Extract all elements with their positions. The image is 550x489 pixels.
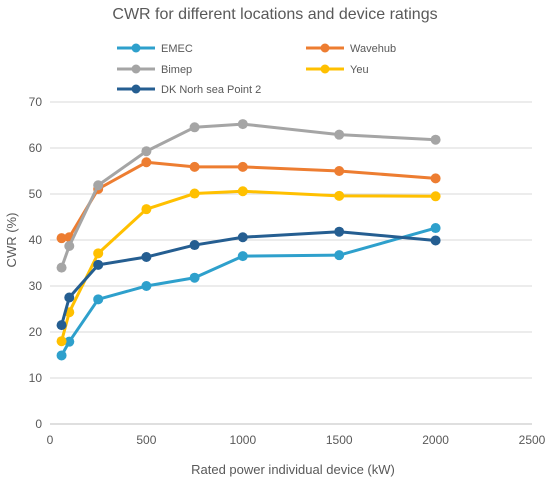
data-point [56,233,67,244]
y-tick-label: 50 [29,187,43,201]
legend-marker [131,84,141,94]
series-line [60,226,437,357]
data-point [141,252,152,263]
legend-marker [131,64,141,74]
y-tick-label: 60 [29,141,43,155]
data-point [64,240,75,251]
data-point [56,350,67,361]
x-axis-label: Rated power individual device (kW) [191,462,395,477]
data-point [334,190,345,201]
chart-title: CWR for different locations and device r… [112,6,437,23]
data-point [430,235,441,246]
legend-marker [131,43,141,53]
x-tick-label: 500 [136,433,156,447]
data-point [93,248,104,259]
y-tick-label: 20 [29,325,43,339]
series-line [60,122,436,269]
data-point [237,119,248,130]
data-point [237,186,248,197]
x-tick-label: 2000 [422,433,449,447]
data-point [430,134,441,145]
legend: EMEC Wavehub Bimep Yeu DK Norh sea Point 2 [117,43,396,96]
gridlines [50,101,532,425]
y-tick-label: 40 [29,233,43,247]
data-point [189,272,200,283]
data-point [189,161,200,172]
x-tick-label: 0 [47,433,54,447]
y-axis-label: CWR (%) [4,213,19,268]
data-point [93,259,104,270]
data-point [334,166,345,176]
data-point [141,281,152,291]
y-tick-label: 10 [29,371,43,385]
data-point [334,129,345,140]
legend-label: Bimep [161,64,192,76]
data-point [56,320,67,331]
data-point [56,262,67,273]
data-point [189,240,200,251]
series-line [60,189,436,342]
data-point [56,336,67,347]
axes: 0 10 20 30 40 50 60 70 0 500 1000 1500 2000 2500 [29,95,546,447]
data-point [237,232,248,243]
data-point [141,157,152,168]
data-point [64,336,75,347]
legend-label: Wavehub [350,43,396,55]
data-point [93,180,104,191]
series-line [61,160,436,240]
data-point [141,204,152,215]
y-tick-label: 0 [35,417,42,431]
data-point [237,161,248,172]
legend-label: Yeu [350,64,369,76]
legend-label: DK Norh sea Point 2 [161,84,261,96]
legend-marker [320,64,330,74]
x-tick-label: 1000 [229,433,256,447]
data-point [189,188,200,199]
data-point [430,191,441,202]
series-lines [56,119,441,361]
data-point [64,292,75,303]
legend-marker [320,43,330,53]
x-tick-label: 2500 [519,433,546,447]
data-point [334,226,345,237]
legend-label: EMEC [161,43,193,55]
data-point [189,122,200,133]
data-point [93,294,104,305]
data-point [334,250,345,261]
data-point [430,173,441,184]
series-line [60,230,436,326]
data-point [237,251,248,262]
x-tick-label: 1500 [326,433,353,447]
y-tick-label: 30 [29,279,43,293]
data-point [141,146,152,157]
y-tick-label: 70 [29,95,43,109]
data-point [430,223,441,234]
